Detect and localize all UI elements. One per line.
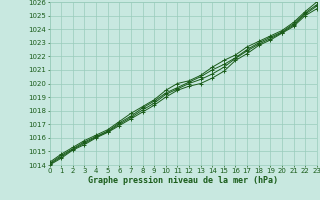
X-axis label: Graphe pression niveau de la mer (hPa): Graphe pression niveau de la mer (hPa) xyxy=(88,176,278,185)
